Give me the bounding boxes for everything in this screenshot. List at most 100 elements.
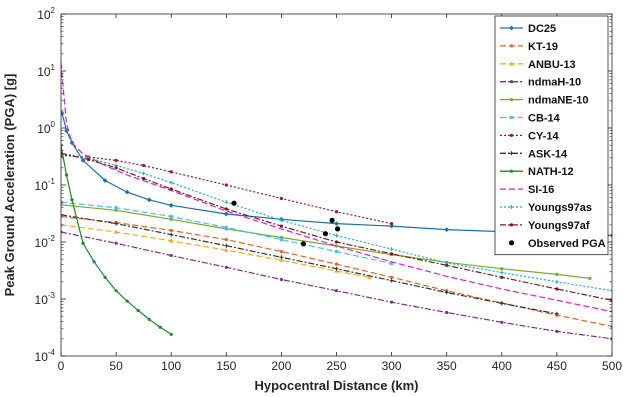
- legend-label: Observed PGA: [528, 238, 606, 250]
- legend-marker: [509, 115, 514, 120]
- data-point: [367, 274, 372, 280]
- data-point: [279, 196, 283, 201]
- data-point: [169, 238, 174, 243]
- legend-item: ANBU-13: [500, 59, 576, 71]
- data-point: [555, 329, 559, 334]
- legend-label: Youngs97as: [528, 202, 592, 214]
- series-line: [61, 214, 558, 315]
- data-point: [390, 252, 394, 256]
- legend-marker: [509, 25, 514, 31]
- data-point: [334, 240, 339, 244]
- data-point: [103, 275, 107, 279]
- data-point: [169, 332, 173, 336]
- series-youngs97af: [61, 151, 612, 302]
- data-point: [147, 317, 151, 321]
- legend-label: KT-19: [528, 41, 558, 53]
- legend-label: ANBU-13: [528, 59, 576, 71]
- data-point: [136, 308, 140, 313]
- legend-item: CY-14: [500, 130, 559, 142]
- data-point: [610, 288, 612, 293]
- legend-label: SI-16: [528, 184, 554, 196]
- legend-marker: [509, 44, 514, 48]
- data-point: [224, 243, 229, 248]
- data-point: [279, 218, 284, 223]
- y-tick-label: 10-2: [35, 234, 56, 250]
- data-point: [64, 173, 69, 177]
- data-point: [500, 275, 504, 279]
- legend-item: Observed PGA: [508, 238, 606, 250]
- data-point: [141, 171, 146, 176]
- x-tick-label: 300: [382, 359, 402, 373]
- legend-marker: [509, 223, 514, 227]
- legend-item: CB-14: [500, 113, 561, 125]
- data-point: [389, 247, 394, 252]
- series-line: [61, 113, 612, 237]
- data-point: [445, 310, 449, 315]
- data-point: [114, 241, 118, 245]
- data-point: [390, 261, 394, 266]
- legend-item: NATH-12: [500, 166, 574, 178]
- data-point: [169, 253, 173, 258]
- data-point: [114, 166, 118, 170]
- x-tick-label: 150: [216, 359, 236, 373]
- data-point: [169, 214, 173, 219]
- legend-marker: [509, 169, 514, 173]
- data-point: [86, 157, 91, 162]
- x-tick-label: 400: [492, 359, 512, 373]
- data-point: [279, 277, 283, 282]
- data-point: [61, 222, 64, 227]
- y-tick-label: 10-1: [35, 177, 56, 193]
- data-point: [158, 325, 162, 329]
- data-point: [389, 223, 394, 229]
- series-cy-14: [61, 153, 394, 226]
- data-point: [588, 276, 592, 280]
- series-line: [61, 154, 392, 225]
- legend-item: ndmaNE-10: [500, 95, 589, 107]
- legend-marker: [509, 80, 514, 84]
- legend-item: KT-19: [500, 41, 558, 53]
- data-point: [444, 227, 450, 233]
- data-point: [169, 187, 173, 191]
- x-tick-label: 100: [161, 359, 181, 373]
- observed-point: [300, 241, 307, 247]
- x-tick-label: 500: [602, 359, 622, 373]
- legend-marker: [509, 151, 514, 156]
- data-point: [390, 275, 394, 279]
- data-point: [444, 290, 449, 295]
- data-point: [279, 255, 284, 260]
- data-point: [114, 289, 118, 293]
- y-tick-label: 10-3: [35, 291, 56, 307]
- data-point: [389, 278, 394, 283]
- legend: DC25 KT-19 ANBU-13 ndmaH-10 ndmaNE-10 CB-14 CY…: [494, 15, 609, 256]
- data-point: [92, 260, 96, 264]
- y-tick-label: 102: [37, 6, 55, 22]
- legend-marker: [509, 133, 514, 137]
- x-tick-label: 450: [547, 359, 567, 373]
- x-tick-label: 50: [109, 359, 123, 373]
- data-point: [142, 176, 146, 181]
- data-point: [146, 197, 152, 203]
- data-point: [334, 289, 339, 293]
- observed-point: [231, 200, 237, 206]
- series-cb-14: [61, 200, 394, 266]
- data-point: [554, 311, 559, 316]
- legend-label: Youngs97af: [528, 220, 590, 232]
- data-point: [224, 247, 229, 252]
- data-point: [81, 241, 85, 245]
- legend-item: DC25: [500, 23, 556, 35]
- data-point: [224, 200, 229, 205]
- data-point: [499, 270, 504, 275]
- data-point: [169, 170, 173, 174]
- data-point: [555, 272, 559, 277]
- legend-item: SI-16: [500, 184, 554, 196]
- data-point: [500, 320, 504, 324]
- data-point: [169, 180, 174, 185]
- data-point: [70, 198, 74, 202]
- data-point: [124, 189, 130, 195]
- data-point: [113, 229, 119, 234]
- x-tick-label: 200: [271, 359, 291, 373]
- data-point: [125, 299, 129, 303]
- legend-marker: [509, 98, 514, 102]
- legend-label: ndmaNE-10: [528, 95, 589, 107]
